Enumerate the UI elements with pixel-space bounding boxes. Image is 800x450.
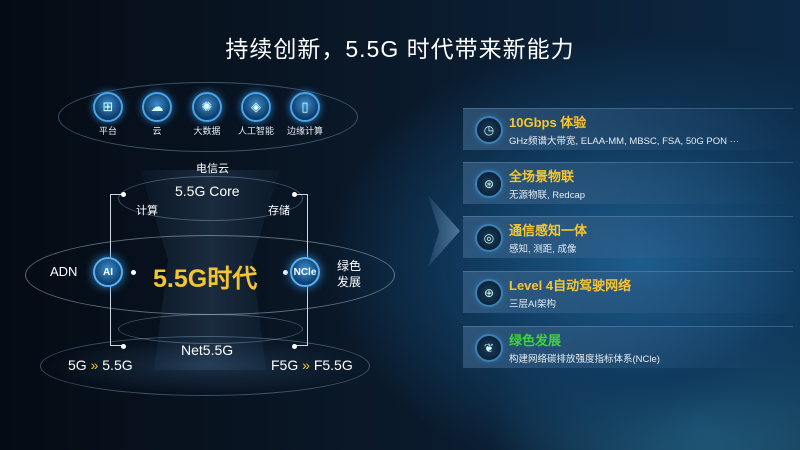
capability-title: Level 4自动驾驶网络 xyxy=(509,278,632,293)
capability-title: 10Gbps 体验 xyxy=(509,115,587,130)
capability-title: 绿色发展 xyxy=(509,333,562,348)
net-label: Net5.5G xyxy=(181,342,234,358)
network-globe-icon: ⊕ xyxy=(475,279,503,307)
left-evolution: 5G » 5.5G xyxy=(68,357,133,373)
dot xyxy=(292,344,297,349)
dot xyxy=(121,192,126,197)
dot xyxy=(121,344,126,349)
leaf-icon: ❦ xyxy=(475,334,503,362)
ai-icon: ◈ xyxy=(241,92,271,122)
right-evolution: F5G » F5.5G xyxy=(271,357,353,373)
top-ring xyxy=(58,82,358,152)
big-data-icon: ✺ xyxy=(192,92,222,122)
arrow-icon: » xyxy=(90,357,99,373)
icon-label-big-data: 大数据 xyxy=(193,126,221,136)
iot-icon: ⊛ xyxy=(475,170,503,198)
green-label: 绿色 xyxy=(337,259,362,273)
capability-item: ⊛ 全场景物联 无源物联, Redcap xyxy=(463,162,793,204)
telecom-cloud-label: 电信云 xyxy=(196,163,229,175)
capability-item: ⊕ Level 4自动驾驶网络 三层AI架构 xyxy=(463,271,793,313)
cloud-icon: ☁ xyxy=(142,92,172,122)
platform-icon: ⊞ xyxy=(93,92,123,122)
capability-subtitle: 三层AI架构 xyxy=(509,299,556,310)
chevron-arrow-icon xyxy=(428,195,460,267)
capability-subtitle: 无源物联, Redcap xyxy=(509,190,586,201)
dot xyxy=(292,192,297,197)
compute-label: 计算 xyxy=(136,205,158,217)
slide-title: 持续创新，5.5G 时代带来新能力 xyxy=(225,36,575,62)
dot xyxy=(283,270,288,275)
icon-label-edge: 边缘计算 xyxy=(286,126,323,136)
ai-badge: AI xyxy=(93,257,123,287)
from-f5g: F5G xyxy=(271,357,299,373)
capability-subtitle: GHz频谱大带宽, ELAA-MM, MBSC, FSA, 50G PON ··… xyxy=(509,136,740,147)
base-ring xyxy=(40,336,370,396)
capability-item: ◷ 10Gbps 体验 GHz频谱大带宽, ELAA-MM, MBSC, FSA… xyxy=(463,108,793,150)
capability-item: ◎ 通信感知一体 感知, 测距, 成像 xyxy=(463,216,793,258)
from-5g: 5G xyxy=(68,357,87,373)
sensing-icon: ◎ xyxy=(475,224,503,252)
capability-title: 通信感知一体 xyxy=(509,223,588,238)
core-ring xyxy=(118,176,303,221)
icon-label-platform: 平台 xyxy=(98,126,117,136)
capability-subtitle: 感知, 测距, 成像 xyxy=(509,244,577,255)
ncle-badge: NCle xyxy=(290,257,320,287)
core-label: 5.5G Core xyxy=(175,183,240,199)
capability-item: ❦ 绿色发展 构建网络碳排放强度指标体系(NCle) xyxy=(463,326,793,368)
icon-label-cloud: 云 xyxy=(152,126,162,136)
to-f5.5g: F5.5G xyxy=(313,357,353,373)
capability-subtitle: 构建网络碳排放强度指标体系(NCle) xyxy=(509,354,660,365)
storage-label: 存储 xyxy=(268,205,290,217)
capability-title: 全场景物联 xyxy=(509,169,575,184)
adn-label: ADN xyxy=(50,264,78,279)
arrow-icon: » xyxy=(302,357,310,373)
timer-icon: ◷ xyxy=(475,116,503,144)
edge-computing-icon: ▯ xyxy=(290,92,320,122)
icon-label-ai: 人工智能 xyxy=(237,126,274,136)
dot xyxy=(131,270,136,275)
development-label: 发展 xyxy=(337,275,362,289)
era-title: 5.5G时代 xyxy=(153,265,258,293)
to-5.5g: 5.5G xyxy=(102,357,133,373)
